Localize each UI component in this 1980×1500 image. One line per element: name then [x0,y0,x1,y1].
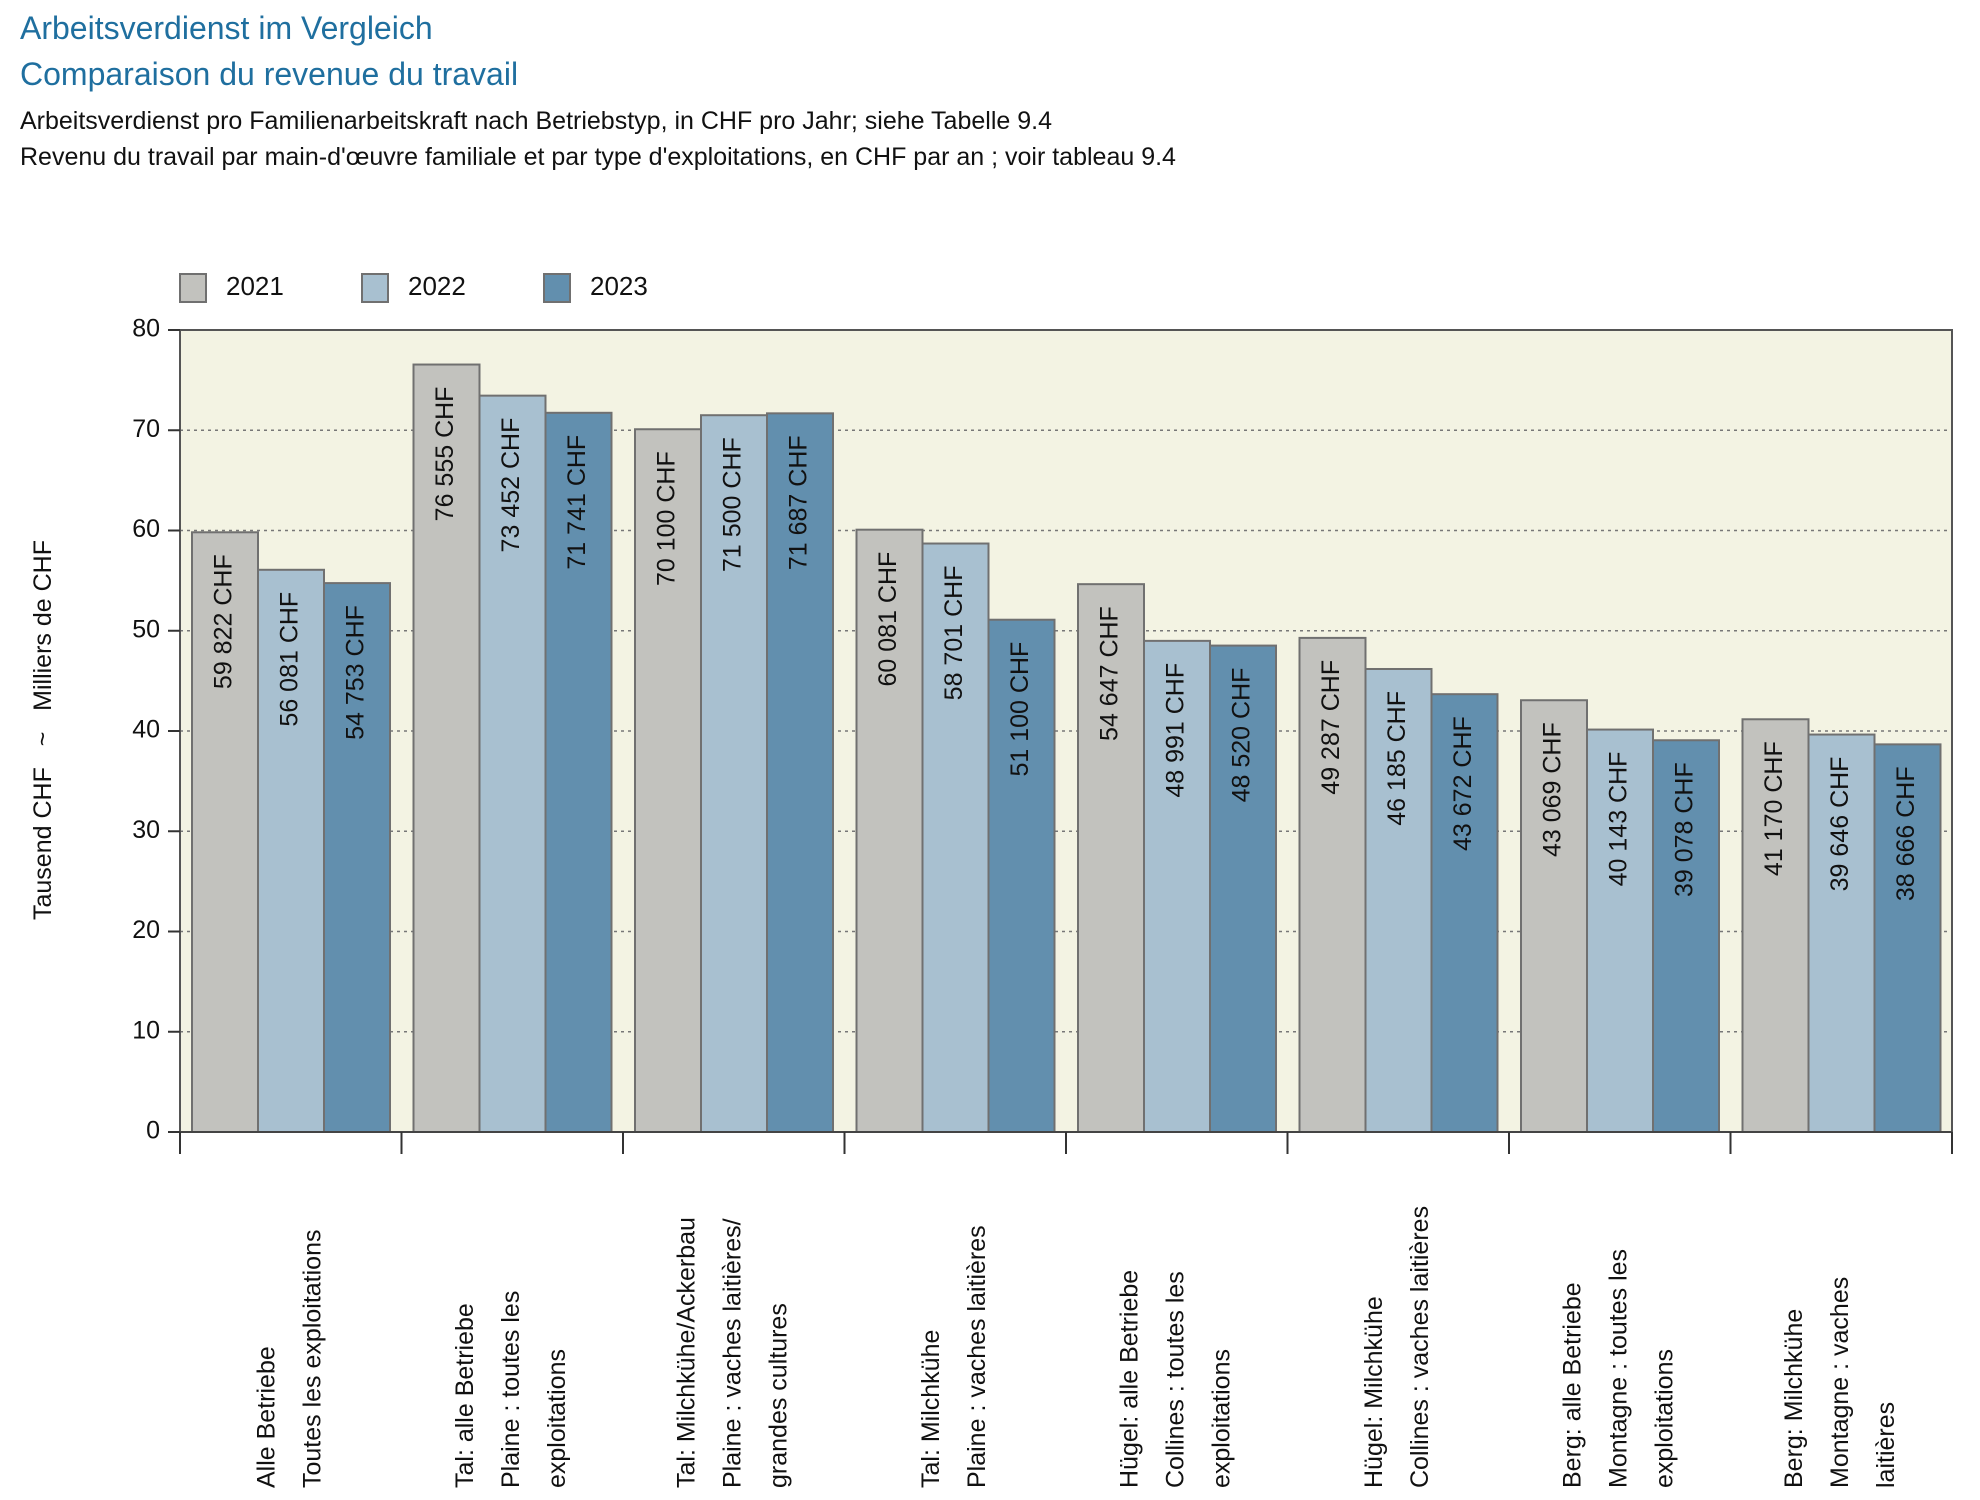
y-axis-label: Tausend CHF ~ Milliers de CHF [29,540,57,920]
category-label: exploitations [543,1349,571,1488]
bar-value-label: 73 452 CHF [497,418,525,553]
bar-value-label: 59 822 CHF [210,554,238,689]
bar-2023 [1873,743,1942,1133]
bar-value-label: 46 185 CHF [1383,691,1411,826]
y-tick-label: 60 [132,515,160,543]
bar-2022 [1586,728,1654,1133]
bar-2022 [1143,639,1211,1133]
category-label: Tal: Milchkühe/Ackerbau [672,1217,700,1488]
bar-value-label: 43 672 CHF [1449,716,1477,851]
y-tick-label: 50 [132,615,160,643]
bar-2022 [921,542,990,1133]
legend-label: 2023 [590,271,648,301]
category-label: Montagne : vaches [1826,1277,1854,1488]
bar-value-label: 60 081 CHF [874,552,902,687]
category-label: Berg: alle Betriebe [1558,1282,1586,1488]
legend-label: 2022 [408,271,466,301]
bar-2022 [257,568,325,1133]
bar-2022 [1364,667,1433,1133]
bar-value-label: 76 555 CHF [431,387,459,522]
bar-value-label: 54 753 CHF [342,605,370,740]
y-tick-label: 70 [132,415,160,443]
bar-2022 [1807,733,1876,1133]
category-label: Plaine : toutes les [497,1291,525,1488]
bar-2023 [323,582,391,1133]
bar-value-label: 48 991 CHF [1162,663,1190,798]
chart-subtitle-de: Arbeitsverdienst pro Familienarbeitskraf… [20,107,1052,135]
category-label: laitières [1872,1402,1900,1488]
category-label: Hügel: Milchkühe [1360,1296,1388,1488]
bar-2023 [766,412,834,1133]
bar-value-label: 41 170 CHF [1760,741,1788,876]
y-tick-label: 20 [132,916,160,944]
chart-title-fr: Comparaison du revenue du travail [20,56,519,92]
bar-2023 [1430,693,1499,1133]
bar-value-label: 54 647 CHF [1096,606,1124,741]
category-label: Tal: Milchkühe [917,1330,945,1488]
y-tick-label: 10 [132,1016,160,1044]
bar-value-label: 71 741 CHF [563,435,591,570]
bar-value-label: 49 287 CHF [1317,660,1345,795]
y-axis-label-part: Tausend CHF [29,767,57,920]
category-label: Collines : vaches laitières [1406,1206,1434,1488]
category-label: Alle Betriebe [252,1346,280,1488]
chart-title-de: Arbeitsverdienst im Vergleich [20,10,433,46]
category-label: Plaine : vaches laitières/ [718,1218,746,1488]
category-label: Tal: alle Betriebe [451,1303,479,1488]
bar-2023 [1652,739,1720,1133]
category-label: exploitations [1650,1349,1678,1488]
bar-2022 [700,414,768,1133]
legend-swatch-2022 [361,273,389,303]
y-tick-label: 40 [132,716,160,744]
y-axis-label-part: ~ [29,711,57,767]
bar-value-label: 43 069 CHF [1539,722,1567,857]
bar-value-label: 51 100 CHF [1006,642,1034,777]
y-tick-label: 80 [132,315,160,343]
chart-subtitle-fr: Revenu du travail par main-d'œuvre famil… [20,143,1176,171]
category-label: Berg: Milchkühe [1780,1309,1808,1488]
y-tick-label: 30 [132,816,160,844]
category-label: Montagne : toutes les [1604,1249,1632,1488]
bar-value-label: 39 078 CHF [1671,762,1699,897]
bar-value-label: 56 081 CHF [276,592,304,727]
legend-label: 2021 [226,271,284,301]
bar-value-label: 48 520 CHF [1228,668,1256,803]
bar-value-label: 71 687 CHF [785,435,813,570]
category-label: Hügel: alle Betriebe [1115,1270,1143,1488]
bar-2023 [987,618,1056,1133]
category-label: exploitations [1207,1349,1235,1488]
bar-value-label: 70 100 CHF [653,451,681,586]
y-tick-label: 0 [146,1117,160,1145]
bar-value-label: 38 666 CHF [1892,766,1920,901]
legend-swatch-2023 [543,273,571,303]
bar-2023 [544,411,613,1134]
legend-swatch-2021 [179,273,207,303]
bar-2021 [1077,583,1145,1133]
category-label: grandes cultures [764,1303,792,1488]
bar-2023 [1209,644,1277,1133]
category-label: Toutes les exploitations [298,1230,326,1488]
bar-value-label: 58 701 CHF [940,566,968,701]
bar-2021 [1520,699,1588,1133]
bar-2021 [855,528,924,1133]
bar-2021 [1298,636,1367,1133]
y-axis-label-part: Milliers de CHF [29,540,57,711]
category-label: Collines : toutes les [1161,1271,1189,1488]
category-label: Plaine : vaches laitières [963,1225,991,1488]
bar-value-label: 39 646 CHF [1826,757,1854,892]
bar-value-label: 71 500 CHF [719,437,747,572]
bar-value-label: 40 143 CHF [1605,752,1633,887]
